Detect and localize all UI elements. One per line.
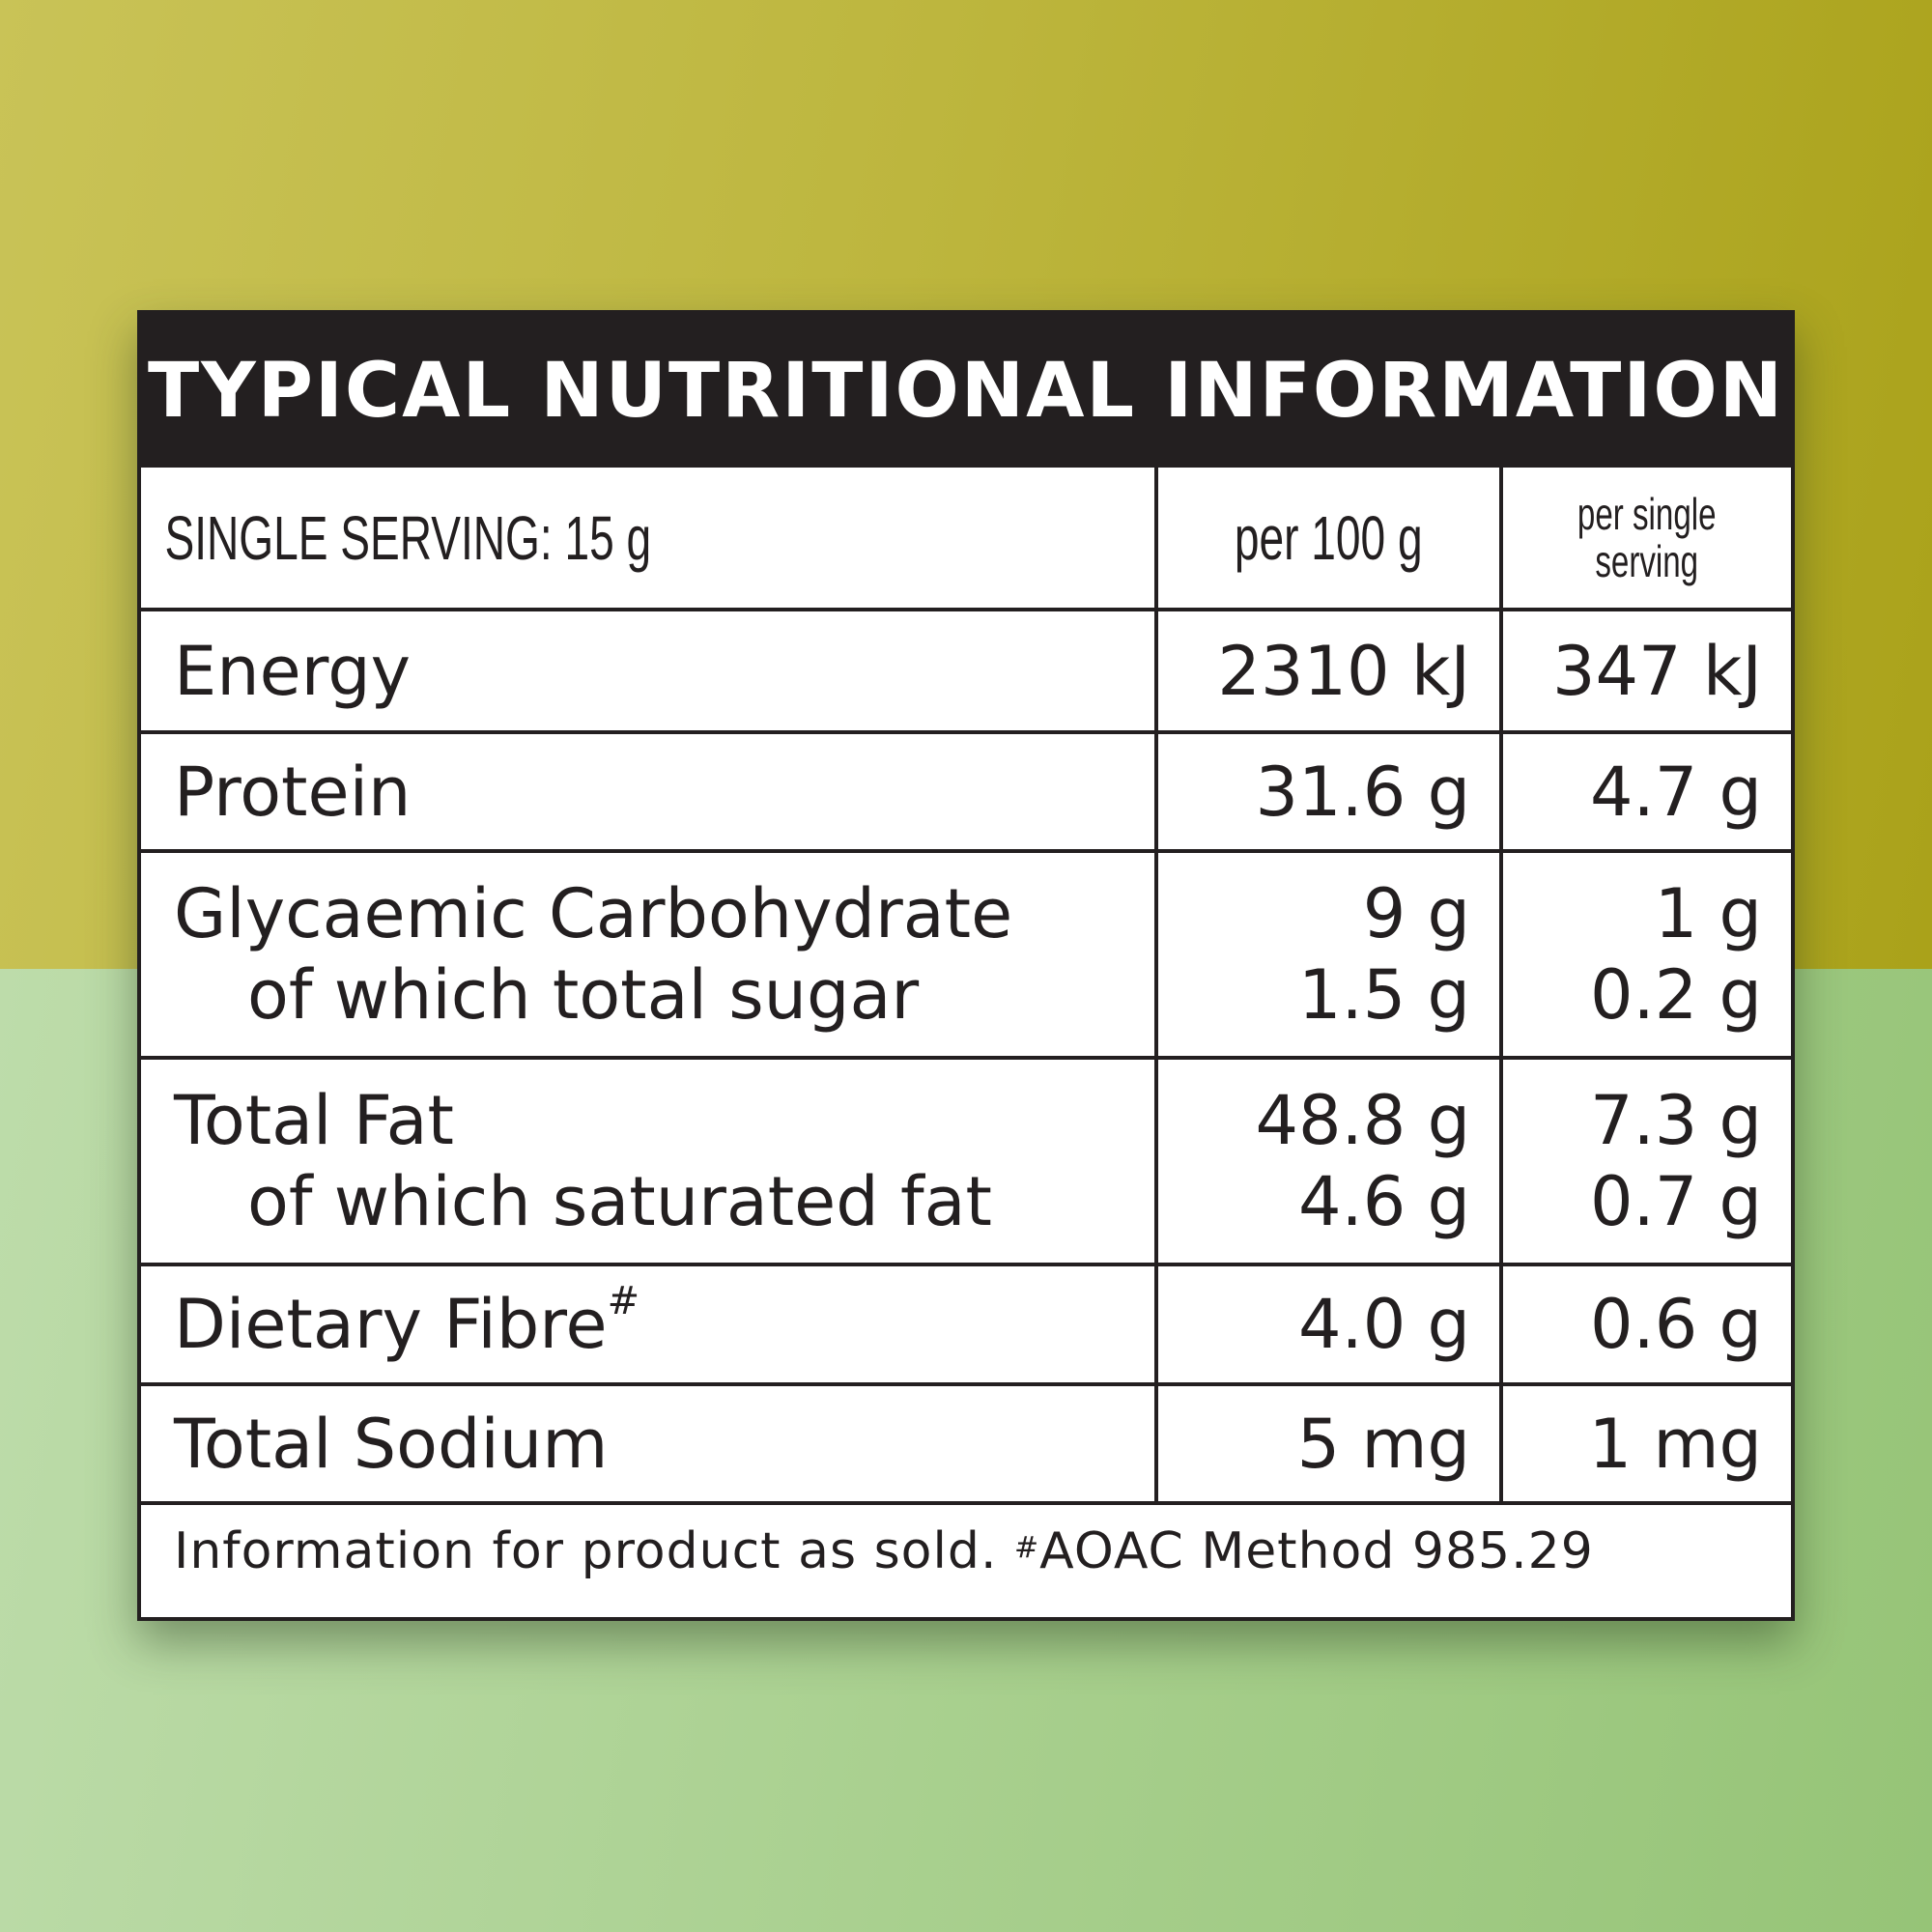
sugar-perserving: 0.2 g <box>1589 955 1762 1035</box>
row-perserving-protein: 4.7 g <box>1503 734 1791 853</box>
sodium-per100: 5 mg <box>1296 1404 1470 1484</box>
fibre-label-wrap: Dietary Fibre# <box>174 1279 1154 1365</box>
row-perserving-fat: 7.3 g 0.7 g <box>1503 1060 1791 1266</box>
per-serving-heading: per single serving <box>1577 491 1717 584</box>
saturated-fat-label: of which saturated fat <box>247 1162 992 1241</box>
saturated-fat-perserving: 0.7 g <box>1589 1162 1762 1241</box>
row-perserving-fibre: 0.6 g <box>1503 1266 1791 1386</box>
carbohydrate-label: Glycaemic Carbohydrate <box>174 874 1013 953</box>
energy-per100: 2310 kJ <box>1217 631 1470 711</box>
footnote-text: Information for product as sold. <box>174 1522 1015 1580</box>
sugar-label: of which total sugar <box>247 955 920 1035</box>
row-per100-energy: 2310 kJ <box>1158 611 1503 734</box>
row-per100-sodium: 5 mg <box>1158 1386 1503 1505</box>
row-perserving-energy: 347 kJ <box>1503 611 1791 734</box>
row-label-protein: Protein <box>141 734 1158 853</box>
row-perserving-sodium: 1 mg <box>1503 1386 1791 1505</box>
footnote: Information for product as sold. # AOAC M… <box>141 1486 1791 1617</box>
fibre-perserving: 0.6 g <box>1589 1285 1762 1364</box>
fat-label: Total Fat <box>174 1081 454 1160</box>
energy-label: Energy <box>174 631 412 711</box>
fibre-label: Dietary Fibre <box>174 1285 608 1364</box>
energy-perserving: 347 kJ <box>1551 631 1762 711</box>
protein-per100: 31.6 g <box>1255 752 1470 832</box>
sodium-perserving: 1 mg <box>1588 1404 1762 1484</box>
header-per100-cell: per 100 g <box>1158 468 1503 611</box>
footnote-mark: # <box>1014 1530 1040 1565</box>
fat-per100: 48.8 g <box>1255 1081 1470 1160</box>
nutrition-panel: TYPICAL NUTRITIONAL INFORMATION SINGLE S… <box>137 310 1795 1621</box>
row-label-sodium: Total Sodium <box>141 1386 1158 1505</box>
serving-size-label: SINGLE SERVING: 15 g <box>164 502 652 573</box>
row-label-carbohydrate: Glycaemic Carbohydrate of which total su… <box>141 853 1158 1060</box>
sugar-per100: 1.5 g <box>1297 955 1470 1035</box>
per-serving-heading-line1: per single <box>1577 489 1717 540</box>
panel-title: TYPICAL NUTRITIONAL INFORMATION <box>141 314 1791 468</box>
nutrition-table: SINGLE SERVING: 15 g per 100 g per singl… <box>141 468 1791 1505</box>
per-serving-heading-line2: serving <box>1595 535 1699 586</box>
row-per100-fat: 48.8 g 4.6 g <box>1158 1060 1503 1266</box>
row-per100-protein: 31.6 g <box>1158 734 1503 853</box>
header-perserving-cell: per single serving <box>1503 468 1791 611</box>
row-per100-carbohydrate: 9 g 1.5 g <box>1158 853 1503 1060</box>
fat-perserving: 7.3 g <box>1589 1081 1762 1160</box>
carbohydrate-perserving: 1 g <box>1654 874 1762 953</box>
footnote-method: AOAC Method 985.29 <box>1039 1522 1594 1580</box>
carbohydrate-per100: 9 g <box>1362 874 1470 953</box>
row-label-energy: Energy <box>141 611 1158 734</box>
protein-perserving: 4.7 g <box>1589 752 1762 832</box>
saturated-fat-per100: 4.6 g <box>1297 1162 1470 1241</box>
row-label-fibre: Dietary Fibre# <box>141 1266 1158 1386</box>
sodium-label: Total Sodium <box>174 1404 609 1484</box>
header-serving-cell: SINGLE SERVING: 15 g <box>141 468 1158 611</box>
fibre-footnote-mark: # <box>607 1279 640 1323</box>
per-100g-heading: per 100 g <box>1235 502 1423 573</box>
row-label-fat: Total Fat of which saturated fat <box>141 1060 1158 1266</box>
fibre-per100: 4.0 g <box>1297 1285 1470 1364</box>
row-per100-fibre: 4.0 g <box>1158 1266 1503 1386</box>
row-perserving-carbohydrate: 1 g 0.2 g <box>1503 853 1791 1060</box>
protein-label: Protein <box>174 752 412 832</box>
